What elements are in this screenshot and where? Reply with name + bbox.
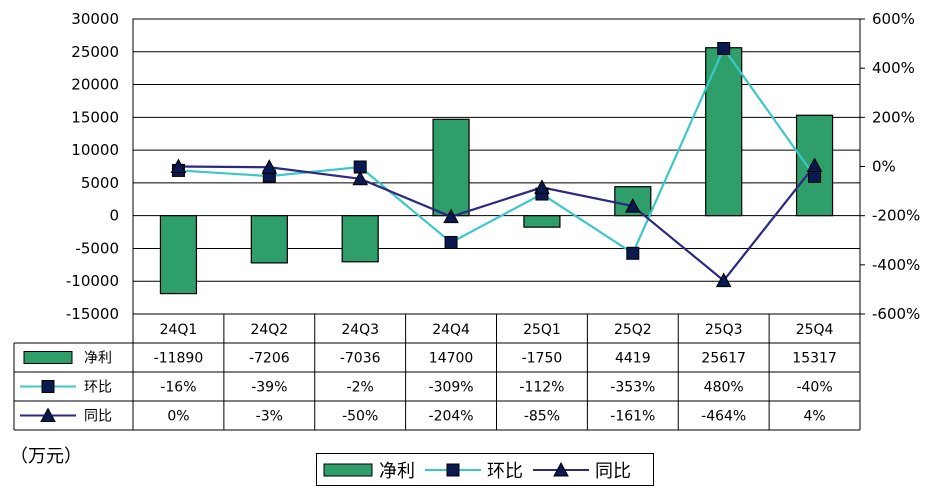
x-tick-label: 24Q3 — [341, 322, 379, 338]
y-right-tick-label: 400% — [872, 59, 915, 77]
table-cell: 25617 — [701, 351, 746, 367]
table-row-label: 净利 — [84, 351, 112, 367]
y-left-tick-label: 5000 — [81, 174, 119, 192]
y-left-tick-label: -15000 — [66, 305, 119, 323]
point-yoy — [624, 198, 641, 213]
table-cell: -464% — [701, 409, 746, 425]
table-cell: -40% — [796, 380, 832, 396]
table-cell: -112% — [519, 380, 564, 396]
point-yoy — [261, 159, 278, 174]
legend-item-qoq: 环比 — [425, 457, 523, 483]
bar-net-profit — [250, 215, 288, 264]
y-left-tick-label: 10000 — [71, 141, 119, 159]
y-right-tick-label: 200% — [872, 108, 915, 126]
table-row-label: 环比 — [84, 380, 112, 396]
y-left-tick-label: -10000 — [66, 272, 119, 290]
y-right-tick-label: -400% — [872, 256, 920, 274]
point-yoy — [534, 179, 550, 194]
table-cell: -11890 — [154, 351, 204, 367]
legend-triangle-marker — [533, 461, 589, 476]
table-cell: -2% — [347, 380, 374, 396]
legend-item-net-profit: 净利 — [323, 457, 415, 483]
point-qoq — [444, 235, 458, 249]
point-yoy — [170, 158, 187, 173]
table-cell: -50% — [342, 409, 378, 425]
table-cell: 14700 — [429, 351, 474, 367]
legend-label-qoq: 环比 — [487, 460, 523, 482]
legend-label-net-profit: 净利 — [379, 460, 415, 482]
y-left-tick-label: 30000 — [71, 10, 119, 28]
point-qoq — [626, 246, 640, 260]
line-qoq — [178, 46, 816, 255]
x-tick-label: 24Q2 — [250, 322, 288, 338]
table-cell: -16% — [160, 380, 196, 396]
y-right-tick-label: 0% — [872, 158, 896, 176]
table-cell: -3% — [256, 409, 283, 425]
table-cell: 4% — [803, 409, 825, 425]
bar-net-profit — [159, 215, 198, 295]
table-cell: -85% — [524, 409, 560, 425]
legend-label-yoy: 同比 — [595, 460, 631, 482]
table-row-label: 同比 — [84, 409, 112, 425]
y-left-tick-label: 25000 — [71, 43, 119, 61]
table-cell: 4419 — [615, 351, 651, 367]
line-yoy — [178, 164, 816, 283]
table-key-triangle — [40, 407, 56, 422]
chart-svg: 30000 25000 20000 15000 10000 5000 0 -5000 -1000… — [13, 10, 920, 431]
point-yoy — [352, 170, 369, 186]
point-yoy — [806, 157, 823, 173]
y-left-tick-label: 20000 — [71, 76, 119, 94]
y-right-tick-label: 600% — [872, 10, 915, 28]
table-cell: -7036 — [340, 351, 381, 367]
table-cell: -204% — [429, 409, 474, 425]
bar-net-profit — [705, 47, 743, 217]
x-tick-label: 24Q1 — [160, 322, 198, 338]
bar-net-profit — [523, 215, 561, 228]
legend-bar-swatch — [323, 463, 373, 476]
legend-square-marker — [425, 463, 481, 476]
table-cell: -39% — [251, 380, 287, 396]
x-tick-label: 25Q3 — [705, 322, 743, 338]
x-tick-label: 25Q2 — [614, 322, 652, 338]
table-cell: -161% — [610, 409, 655, 425]
bar-net-profit — [432, 118, 470, 217]
unit-label: （万元） — [10, 446, 82, 467]
x-tick-label: 24Q4 — [432, 322, 470, 338]
point-yoy — [443, 208, 459, 224]
legend: 净利 环比 同比 — [316, 453, 654, 486]
x-tick-label: 25Q1 — [523, 322, 561, 338]
y-left-tick-label: 0 — [109, 207, 119, 225]
y-right-tick-label: -200% — [872, 207, 920, 225]
point-qoq — [808, 169, 822, 183]
point-qoq — [717, 42, 731, 55]
legend-item-yoy: 同比 — [533, 457, 631, 483]
table-cell: 0% — [167, 409, 189, 425]
y-left-tick-label: 15000 — [71, 108, 119, 126]
table-cell: -7206 — [249, 351, 290, 367]
table-cell: -1750 — [522, 351, 563, 367]
x-tick-label: 25Q4 — [796, 322, 834, 338]
table-key-net-profit — [23, 351, 73, 364]
y-right-tick-label: -600% — [872, 305, 920, 323]
point-yoy — [715, 272, 732, 288]
table-cell: -353% — [610, 380, 655, 396]
bar-net-profit — [341, 215, 379, 263]
table-key-square — [41, 380, 55, 393]
table-cell: -309% — [429, 380, 474, 396]
table-cell: 15317 — [792, 351, 837, 367]
table-cell: 480% — [704, 380, 744, 396]
y-left-tick-label: -5000 — [75, 239, 119, 257]
